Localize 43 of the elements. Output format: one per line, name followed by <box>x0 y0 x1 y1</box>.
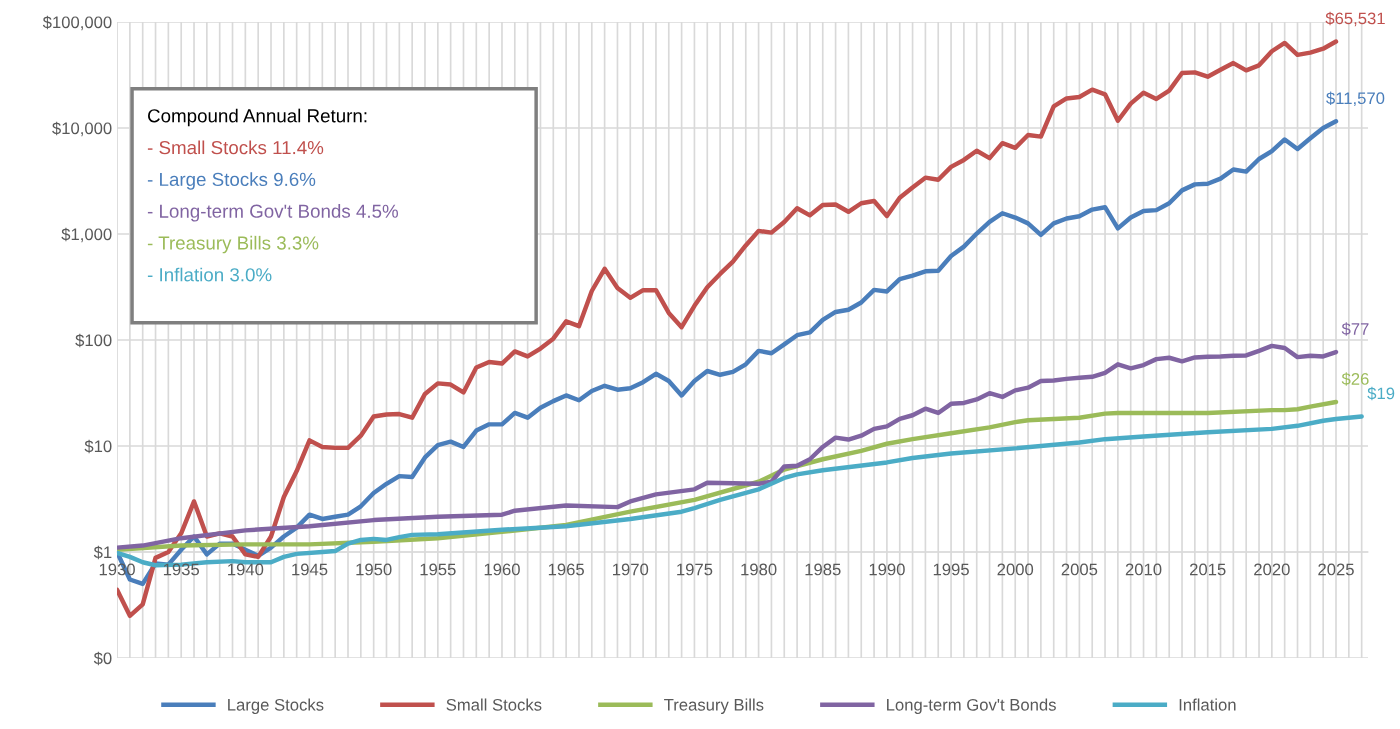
x-tick-label: 1950 <box>356 563 392 576</box>
annotation: - Large Stocks 9.6% <box>147 172 316 190</box>
y-tick-label: $100 <box>75 333 112 348</box>
x-tick-label: 1990 <box>869 563 905 576</box>
x-tick-label: 1940 <box>228 563 264 576</box>
legend-label: Large Stocks <box>228 698 324 714</box>
data-label: $11,570 <box>1326 91 1385 107</box>
data-label: $19 <box>1367 386 1395 401</box>
y-tick-label: $0 <box>93 651 112 666</box>
annotation: Compound Annual Return: <box>148 108 367 127</box>
x-tick-label: 1965 <box>548 563 584 576</box>
y-tick-label: $1,000 <box>61 227 112 243</box>
annotation: - Treasury Bills 3.3% <box>147 235 319 254</box>
x-tick-label: 1995 <box>933 563 969 576</box>
x-tick-label: 2020 <box>1254 563 1290 576</box>
legend-label: Inflation <box>1179 698 1236 711</box>
annotation: - Inflation 3.0% <box>147 267 272 282</box>
x-tick-label: 1985 <box>805 563 841 576</box>
x-tick-label: 2005 <box>1061 563 1098 576</box>
x-tick-label: 1935 <box>163 563 200 576</box>
data-label: $65,531 <box>1325 11 1385 27</box>
annotation: - Long-term Gov't Bonds 4.5% <box>147 204 399 222</box>
x-tick-label: 1955 <box>420 563 456 576</box>
y-tick-label: $10 <box>84 439 112 454</box>
x-tick-label: 2015 <box>1189 563 1226 576</box>
x-tick-label: 1975 <box>677 563 713 576</box>
legend-label: Treasury Bills <box>664 698 764 714</box>
y-tick-label: $10,000 <box>52 121 112 137</box>
legend-label: Small Stocks <box>446 698 542 711</box>
annotation: - Small Stocks 11.4% <box>147 140 324 155</box>
x-tick-label: 2000 <box>997 563 1034 576</box>
x-tick-label: 1970 <box>613 563 649 576</box>
data-label: $26 <box>1341 372 1369 386</box>
x-tick-label: 1960 <box>484 563 520 576</box>
line-series <box>117 343 1339 550</box>
x-tick-label: 2025 <box>1318 563 1354 576</box>
x-tick-label: 1980 <box>741 563 777 576</box>
y-tick-label: $100,000 <box>42 15 112 31</box>
x-tick-label: 1945 <box>292 563 328 576</box>
data-label: $77 <box>1341 322 1369 336</box>
x-tick-label: 2010 <box>1125 563 1162 576</box>
y-tick-label: $1 <box>93 545 112 560</box>
legend-label: Long-term Gov't Bonds <box>887 698 1056 714</box>
